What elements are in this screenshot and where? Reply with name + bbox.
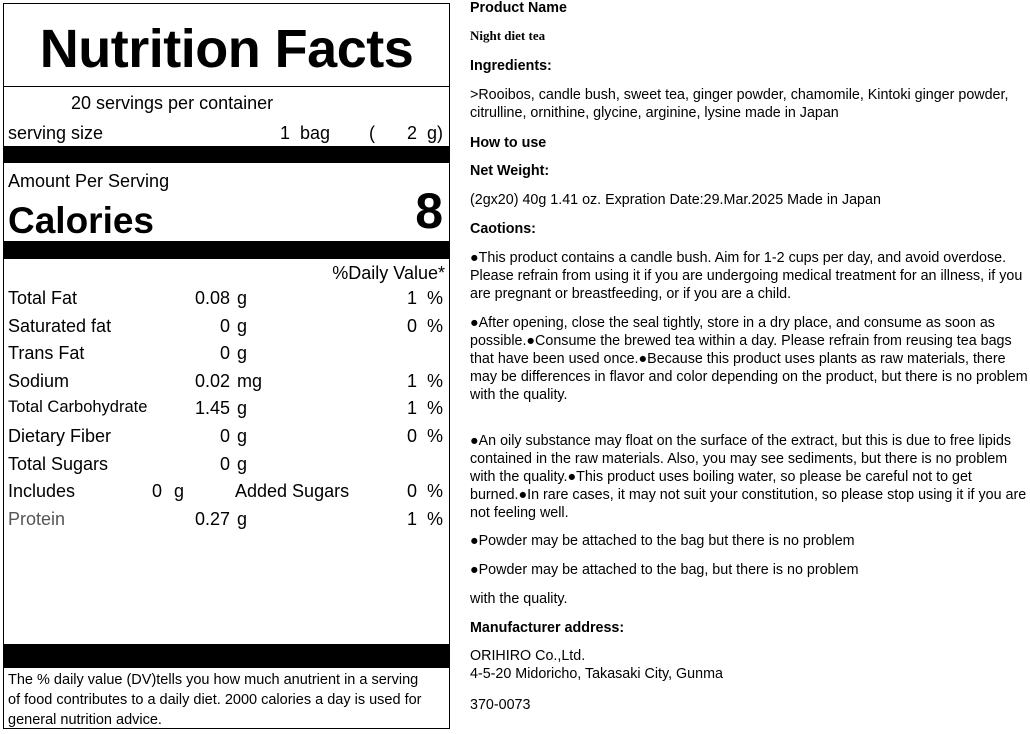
ingredients: >Rooibos, candle bush, sweet tea, ginger… <box>470 87 1009 121</box>
nutrient-row: Trans Fat 0 g <box>8 343 443 369</box>
nutrient-name: Dietary Fiber <box>8 426 112 446</box>
nutrient-row: Protein 0.27 g 1 % <box>8 509 443 535</box>
thick-divider <box>4 644 449 668</box>
nutrient-row: Includes 0 g Added Sugars 0 % <box>8 481 443 507</box>
nutrient-unit: g <box>237 426 248 446</box>
nutrient-amount: 0.27 <box>194 508 230 529</box>
nutrient-dv: 0 % <box>406 315 443 336</box>
nutrient-name: Trans Fat <box>8 343 85 364</box>
nutrient-amount: 1.45 <box>194 398 230 419</box>
manufacturer-heading: Manufacturer address: <box>470 620 625 636</box>
net-weight: (2gx20) 40g 1.41 oz. Expration Date:29.M… <box>470 192 881 208</box>
servings-per-container: 20 servings per container <box>71 93 274 113</box>
nutrient-name: Protein <box>8 508 66 529</box>
amount-per-serving: Amount Per Serving <box>8 171 170 191</box>
nutrient-amount: 0 <box>219 426 230 446</box>
thick-divider <box>4 146 449 163</box>
product-name: Night diet tea <box>470 28 546 43</box>
nutrient-name: Total Carbohydrate <box>8 398 148 417</box>
nutrient-amount: 0 <box>219 343 230 364</box>
nutrient-unit: g <box>237 343 248 364</box>
nutrient-row: Saturated fat 0 g 0 % <box>8 316 443 342</box>
powder-note-1: ●Powder may be attached to the bag but t… <box>470 533 855 549</box>
nutrient-unit: g <box>174 481 185 502</box>
powder-note-3: with the quality. <box>470 591 568 607</box>
caution-1: ●This product contains a candle bush. Ai… <box>470 250 1023 302</box>
nutrient-row: Total Fat 0.08 g 1 % <box>8 288 443 314</box>
nutrient-amount: 0 <box>219 453 230 474</box>
how-to-use-heading: How to use <box>470 135 547 151</box>
nutrient-amount: 0.02 <box>194 370 230 391</box>
ingredients-heading: Ingredients: <box>470 58 552 74</box>
daily-value-header: %Daily Value* <box>332 263 445 283</box>
nutrient-row: Sodium 0.02 mg 1 % <box>8 371 443 397</box>
nutrient-name: Total Sugars <box>8 453 109 474</box>
product-name-heading: Product Name <box>470 0 567 16</box>
calories-label: Calories <box>8 200 155 241</box>
nutrient-row: Total Carbohydrate 1.45 g 1 % <box>8 398 443 424</box>
nutrient-dv: 1 % <box>406 370 443 391</box>
serving-grams: 2 g) <box>406 123 443 143</box>
footnote: The % daily value (DV)tells you how much… <box>8 672 422 728</box>
nutrient-unit: g <box>237 288 248 308</box>
nutrient-dv: 1 % <box>406 508 443 529</box>
nutrient-name: Sodium <box>8 370 70 391</box>
nutrient-amount: 0 <box>151 481 162 502</box>
nutrient-name: Includes <box>8 481 76 502</box>
nutrient-name: Saturated fat <box>8 315 112 336</box>
label-title: Nutrition Facts <box>4 4 449 87</box>
serving-paren: ( <box>369 123 375 143</box>
caution-3: ●An oily substance may float on the surf… <box>470 433 1027 521</box>
nutrient-dv: 1 % <box>406 288 443 308</box>
serving-size-label: serving size <box>8 123 104 143</box>
manufacturer-name: ORIHIRO Co.,Ltd. <box>470 648 586 664</box>
nutrient-unit: g <box>237 508 248 529</box>
thick-divider <box>4 241 449 259</box>
nutrient-name: Total Fat <box>8 288 78 308</box>
nutrient-unit: g <box>237 398 248 419</box>
added-sugars-label: Added Sugars <box>235 481 350 502</box>
powder-note-2: ●Powder may be attached to the bag, but … <box>470 562 859 578</box>
nutrient-dv: 1 % <box>406 398 443 419</box>
nutrient-dv: 0 % <box>406 426 443 446</box>
cautions-heading: Caotions: <box>470 221 536 237</box>
nutrient-amount: 0 <box>219 315 230 336</box>
nutrition-facts-label: Nutrition Facts 20 servings per containe… <box>3 3 450 729</box>
postal-code: 370-0073 <box>470 697 531 713</box>
nutrient-unit: mg <box>237 370 263 391</box>
nutrient-unit: g <box>237 453 248 474</box>
nutrient-row: Total Sugars 0 g <box>8 454 443 480</box>
manufacturer-address: 4-5-20 Midoricho, Takasaki City, Gunma <box>470 666 723 682</box>
nutrient-amount: 0.08 <box>194 288 230 308</box>
caution-2: ●After opening, close the seal tightly, … <box>470 315 1028 403</box>
net-weight-heading: Net Weight: <box>470 163 550 179</box>
serving-qty: 1 bag <box>280 123 331 143</box>
calories-value: 8 <box>415 183 443 239</box>
nutrient-dv: 0 % <box>406 481 443 502</box>
nutrient-row: Dietary Fiber 0 g 0 % <box>8 426 443 452</box>
nutrient-unit: g <box>237 315 248 336</box>
